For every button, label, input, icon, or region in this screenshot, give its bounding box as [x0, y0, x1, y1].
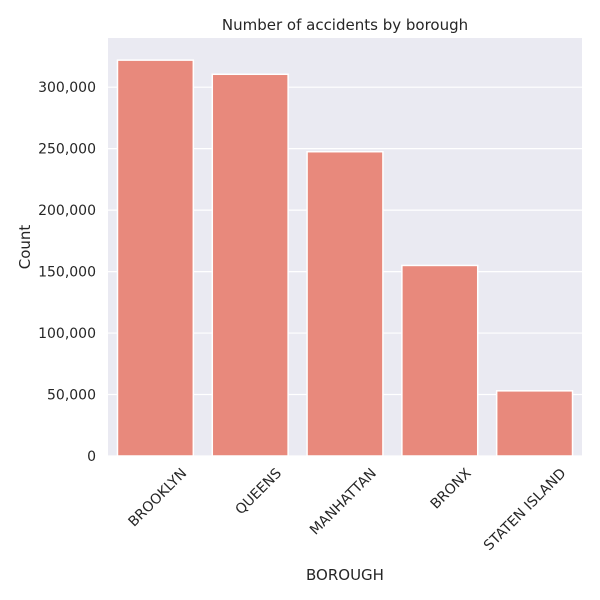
y-tick-label: 250,000	[38, 142, 96, 158]
y-tick-labels: 0 50,000 100,000 150,000 200,000 250,000 300,0…	[38, 80, 96, 465]
y-tick-label: 100,000	[38, 326, 96, 342]
bar-queens	[211, 73, 289, 457]
y-axis-label: Count	[16, 225, 34, 270]
x-tick-label: QUEENS	[232, 465, 285, 518]
bar-bronx	[401, 264, 479, 457]
x-tick-labels: BROOKLYN QUEENS MANHATTAN BRONX STATEN ISLAN…	[126, 465, 570, 554]
x-tick-label: BRONX	[428, 465, 475, 512]
x-axis-label: BOROUGH	[306, 566, 384, 584]
y-tick-label: 200,000	[38, 203, 96, 219]
x-tick-label: MANHATTAN	[307, 466, 380, 539]
y-tick-label: 0	[87, 449, 96, 465]
y-tick-label: 150,000	[38, 265, 96, 281]
y-tick-label: 300,000	[38, 80, 96, 96]
y-tick-label: 50,000	[47, 388, 96, 404]
bars	[116, 59, 574, 457]
x-tick-label: BROOKLYN	[126, 466, 191, 531]
bar-staten-island	[495, 390, 574, 457]
bar-manhattan	[306, 150, 384, 457]
bar-brooklyn	[116, 59, 195, 457]
x-tick-label: STATEN ISLAND	[481, 466, 569, 554]
chart-title: Number of accidents by borough	[222, 16, 468, 34]
